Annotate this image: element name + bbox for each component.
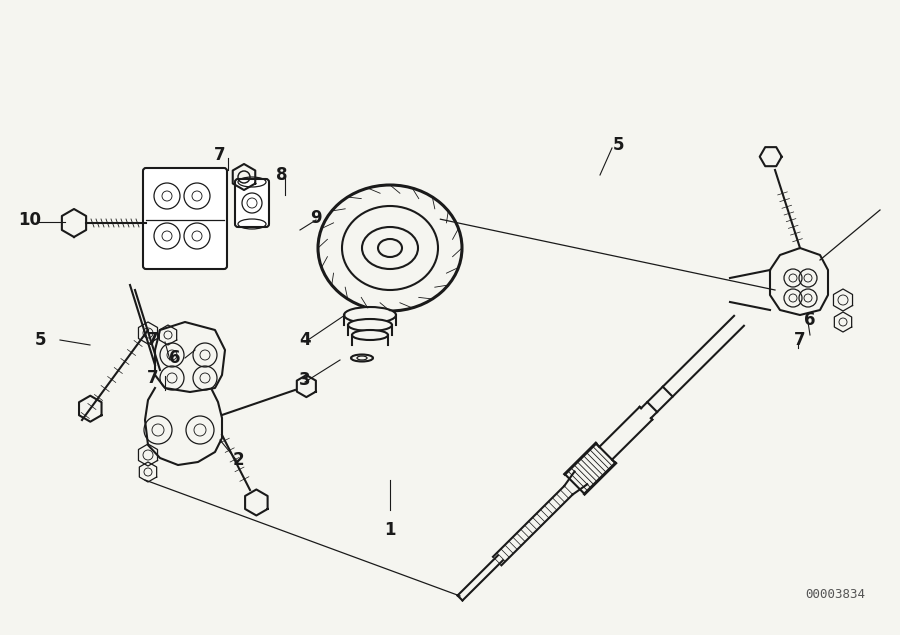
Text: 8: 8 [276, 166, 288, 184]
Text: 6: 6 [805, 311, 815, 329]
Text: 3: 3 [299, 371, 310, 389]
FancyBboxPatch shape [143, 168, 227, 269]
Text: 2: 2 [232, 451, 244, 469]
Text: 7: 7 [214, 146, 226, 164]
Text: 7: 7 [148, 369, 158, 387]
Text: 6: 6 [169, 349, 181, 367]
Text: 5: 5 [34, 331, 46, 349]
Ellipse shape [344, 307, 396, 323]
Text: 4: 4 [299, 331, 310, 349]
FancyBboxPatch shape [235, 179, 269, 227]
Text: 5: 5 [612, 136, 624, 154]
Ellipse shape [351, 354, 373, 361]
Ellipse shape [352, 330, 388, 340]
Text: 9: 9 [310, 209, 322, 227]
Text: 7: 7 [794, 331, 806, 349]
Text: 00003834: 00003834 [805, 589, 865, 601]
Text: 1: 1 [384, 521, 396, 539]
Text: 7: 7 [148, 331, 158, 349]
Text: 10: 10 [18, 211, 41, 229]
Ellipse shape [348, 319, 392, 331]
